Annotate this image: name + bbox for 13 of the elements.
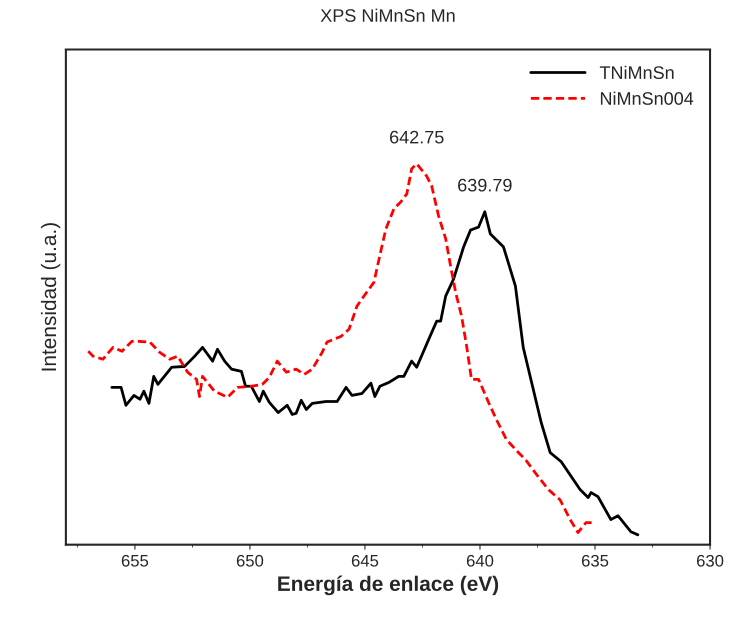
x-axis-title: Energía de enlace (eV) (278, 576, 498, 596)
x-tick-label: 650 (236, 554, 264, 567)
legend-label: NiMnSn004 (600, 92, 694, 105)
x-tick-label: 640 (466, 554, 494, 567)
annotation: 639.79 (458, 178, 512, 192)
x-tick-label: 645 (352, 554, 378, 567)
x-tick-label: 655 (122, 554, 148, 567)
x-tick-label: 630 (696, 554, 724, 567)
x-tick-label: 635 (582, 554, 608, 567)
y-axis-title: Intensidad (u.a.) (40, 223, 60, 370)
legend-label: TNiMnSn (600, 66, 674, 80)
annotation: 642.75 (390, 130, 444, 144)
chart-title: XPS NiMnSn Mn (320, 8, 455, 22)
